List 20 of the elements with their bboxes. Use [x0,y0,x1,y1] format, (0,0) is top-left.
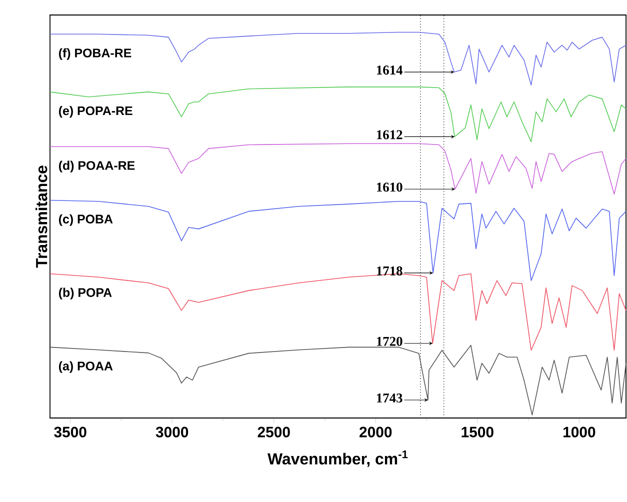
series-label: (a) POAA [58,361,113,373]
series-label: (b) POPA [58,288,112,300]
series-label: (d) POAA-RE [58,160,135,172]
x-tick-label: 3500 [54,426,86,438]
x-axis-title: Wavenumber, cm$^{-1}$ [268,450,408,467]
series-label: (c) POBA [58,214,113,226]
x-tick-label: 1000 [564,426,596,438]
annotation: 1612 [376,130,402,140]
annotation: 1610 [376,182,402,192]
x-tick-label: 1500 [462,426,494,438]
x-tick-label: 2500 [258,426,290,438]
series-label: (f) POBA-RE [58,48,132,60]
annotation: 1743 [376,394,402,403]
series-label: (e) POPA-RE [58,106,132,118]
annotation: 1720 [376,336,402,346]
x-tick-label: 3000 [156,426,188,438]
y-axis-title: Transmitance [36,166,48,268]
annotation: 1718 [376,266,402,276]
x-tick-label: 2000 [360,426,392,438]
annotation: 1614 [376,66,403,75]
